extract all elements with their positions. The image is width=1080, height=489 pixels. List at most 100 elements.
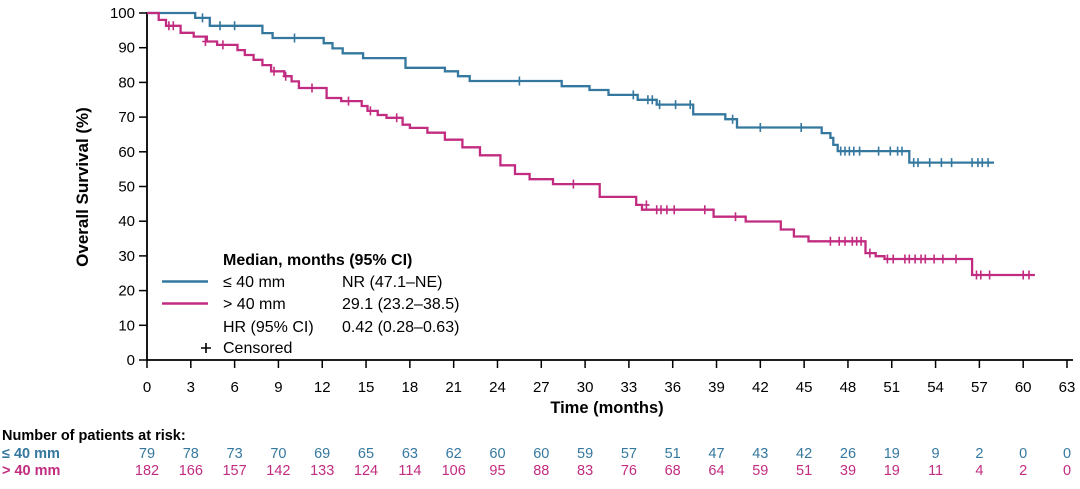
- at-risk-count: 47: [708, 446, 725, 462]
- at-risk-row-gt40: > 40 mm 182 166 157 142 133 124 114 106 95 88 83 76…: [0, 463, 1080, 479]
- at-risk-count: 60: [489, 446, 506, 462]
- at-risk-count: 95: [489, 463, 506, 479]
- at-risk-count: 73: [226, 446, 243, 462]
- x-tick-label: 60: [1015, 379, 1032, 396]
- x-tick-label: 54: [927, 379, 944, 396]
- x-tick-label: 15: [358, 379, 375, 396]
- axes: [146, 12, 1073, 361]
- at-risk-count: 69: [314, 446, 331, 462]
- at-risk-count: 70: [270, 446, 287, 462]
- at-risk-count: 2: [1019, 463, 1028, 479]
- x-tick-label: 24: [489, 379, 506, 396]
- at-risk-count: 19: [883, 446, 900, 462]
- at-risk-count: 59: [752, 463, 769, 479]
- at-risk-count: 64: [708, 463, 725, 479]
- at-risk-count: 78: [182, 446, 199, 462]
- censor-marks-gt40: [165, 21, 1033, 280]
- x-tick-label: 33: [621, 379, 638, 396]
- legend-value: 29.1 (23.2–38.5): [342, 296, 459, 313]
- at-risk-count: 133: [310, 463, 335, 479]
- x-tick-label: 27: [533, 379, 550, 396]
- y-tick-label: 10: [118, 317, 135, 334]
- x-tick-label: 0: [143, 379, 151, 396]
- at-risk-label-gt40: > 40 mm: [2, 463, 61, 479]
- at-risk-count: 2: [975, 446, 984, 462]
- legend-label-le40: ≤ 40 mm: [223, 274, 285, 291]
- at-risk-count: 76: [620, 463, 637, 479]
- censor-marks-le40: [199, 13, 992, 168]
- x-tick-label: 9: [274, 379, 282, 396]
- at-risk-count: 57: [620, 446, 637, 462]
- km-plot: 0 3 6 9 12 15 18 21 24 27 30 33 36 39 42 45 48 51 54 57 60 63…: [73, 5, 1076, 417]
- at-risk-count: 4: [975, 463, 984, 479]
- y-tick-label: 0: [127, 352, 135, 369]
- y-tick-label: 30: [118, 248, 135, 265]
- x-tick-label: 12: [314, 379, 331, 396]
- at-risk-count: 59: [577, 446, 594, 462]
- km-curve-le40: [147, 11, 994, 164]
- y-axis-title: Overall Survival (%): [73, 107, 92, 267]
- x-tick-label: 42: [752, 379, 769, 396]
- at-risk-count: 51: [796, 463, 813, 479]
- at-risk-count: 166: [178, 463, 203, 479]
- y-tick-label: 40: [118, 213, 135, 230]
- x-tick-label: 30: [577, 379, 594, 396]
- at-risk-count: 68: [664, 463, 681, 479]
- y-tick-label: 50: [118, 179, 135, 196]
- y-tick-label: 70: [118, 109, 135, 126]
- legend-value: 0.42 (0.28–0.63): [342, 319, 459, 336]
- at-risk-count: 60: [533, 446, 550, 462]
- legend-value: NR (47.1–NE): [342, 274, 442, 291]
- at-risk-count: 65: [357, 446, 375, 462]
- at-risk-count: 0: [1062, 446, 1072, 462]
- at-risk-count: 124: [353, 463, 379, 479]
- at-risk-count: 26: [839, 446, 857, 462]
- at-risk-count: 43: [752, 446, 769, 462]
- x-tick-label: 39: [708, 379, 725, 396]
- x-tick-label: 21: [445, 379, 462, 396]
- at-risk-count: 106: [441, 463, 466, 479]
- y-tick-label: 100: [110, 5, 135, 22]
- at-risk-row-le40: ≤ 40 mm 79 78 73 70 69 65 63 62 60 60 59 57 51 47 43 42…: [0, 446, 1080, 462]
- km-curve-gt40: [147, 11, 1035, 277]
- x-tick-label: 3: [187, 379, 195, 396]
- at-risk-count: 114: [398, 463, 422, 479]
- at-risk-count: 157: [222, 463, 247, 479]
- at-risk-count: 88: [533, 463, 550, 479]
- x-tick-label: 18: [402, 379, 419, 396]
- at-risk-count: 142: [266, 463, 291, 479]
- at-risk-count: 19: [883, 463, 900, 479]
- legend-label-gt40: > 40 mm: [223, 296, 286, 313]
- at-risk-count: 9: [931, 446, 940, 462]
- at-risk-count: 83: [577, 463, 594, 479]
- at-risk-count: 0: [1062, 463, 1072, 479]
- legend-label-censored: Censored: [223, 340, 292, 357]
- x-tick-label: 48: [840, 379, 857, 396]
- legend-censor-plus-icon: [201, 343, 211, 353]
- at-risk-count: 42: [796, 446, 813, 462]
- y-tick-label: 60: [118, 144, 135, 161]
- at-risk-count: 63: [401, 446, 418, 462]
- at-risk-count: 79: [138, 446, 156, 462]
- at-risk-count: 182: [134, 463, 160, 479]
- at-risk-count: 62: [445, 446, 462, 462]
- y-tick-label: 20: [118, 283, 135, 300]
- x-tick-label: 57: [971, 379, 988, 396]
- x-tick-label: 63: [1059, 379, 1076, 396]
- legend-header: Median, months (95% CI): [223, 252, 412, 269]
- y-axis-ticks: 0 10 20 30 40 50 60 70 80 90 100: [110, 5, 147, 369]
- y-tick-label: 80: [118, 74, 135, 91]
- legend: Median, months (95% CI) ≤ 40 mm NR (47.1–N…: [162, 252, 459, 357]
- x-tick-label: 45: [796, 379, 813, 396]
- at-risk-count: 39: [839, 463, 857, 479]
- at-risk-count: 51: [664, 446, 681, 462]
- at-risk-count: 0: [1019, 446, 1028, 462]
- x-axis-title: Time (months): [550, 399, 663, 417]
- x-tick-label: 51: [883, 379, 900, 396]
- y-tick-label: 90: [118, 40, 135, 57]
- at-risk-count: 11: [928, 463, 944, 479]
- x-tick-label: 36: [664, 379, 681, 396]
- legend-label-hr-95-ci-: HR (95% CI): [223, 319, 314, 336]
- x-tick-label: 6: [230, 379, 238, 396]
- at-risk-heading: Number of patients at risk:: [2, 428, 186, 444]
